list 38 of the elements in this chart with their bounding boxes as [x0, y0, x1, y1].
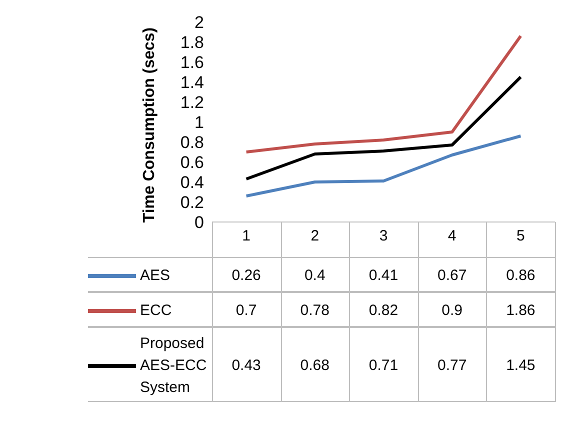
legend-label: AES — [140, 266, 170, 286]
line-series — [244, 134, 522, 198]
data-label: 0.82 — [368, 301, 400, 321]
data-label: 0.4 — [303, 266, 326, 286]
x-tick-label: 1 — [242, 228, 250, 245]
y-axis-title: Time Consumption (secs) — [141, 27, 159, 223]
y-tick-label: 1.8 — [180, 33, 204, 52]
data-label: 0.67 — [436, 266, 468, 286]
data-label: 0.68 — [299, 356, 330, 376]
data-label: 0.86 — [505, 266, 536, 286]
y-tick-label: 0 — [194, 213, 204, 232]
data-label: 0.43 — [230, 356, 262, 376]
data-label: 0.71 — [368, 356, 400, 376]
line-series — [244, 34, 522, 154]
y-tick-label: 1.4 — [180, 73, 204, 92]
x-tick-label: 3 — [379, 228, 388, 245]
y-tick-label: 0.2 — [180, 193, 204, 212]
data-label: 0.7 — [234, 301, 258, 321]
legend-label: ECC — [140, 300, 172, 320]
data-label: 0.41 — [368, 266, 400, 286]
y-tick-label: 1.2 — [180, 93, 204, 112]
x-tick-label: 4 — [448, 228, 456, 245]
line-series — [244, 76, 522, 180]
data-label: 0.26 — [230, 266, 262, 286]
y-tick-label: 1.6 — [180, 53, 204, 72]
y-tick-label: 0.6 — [180, 153, 204, 172]
data-label: 0.9 — [440, 301, 464, 321]
y-tick-label: 1 — [194, 113, 204, 132]
y-tick-label: 0.8 — [180, 133, 204, 152]
data-label: 1.45 — [505, 356, 536, 376]
x-tick-label: 2 — [310, 228, 320, 245]
legend-label: Proposed AES-ECC System — [140, 334, 208, 398]
data-label: 1.86 — [505, 301, 536, 321]
x-tick-label: 5 — [516, 228, 525, 245]
y-tick-label: 0.4 — [180, 173, 204, 192]
y-tick-label: 2 — [194, 13, 204, 32]
data-label: 0.78 — [299, 301, 330, 321]
data-label: 0.77 — [436, 356, 468, 376]
